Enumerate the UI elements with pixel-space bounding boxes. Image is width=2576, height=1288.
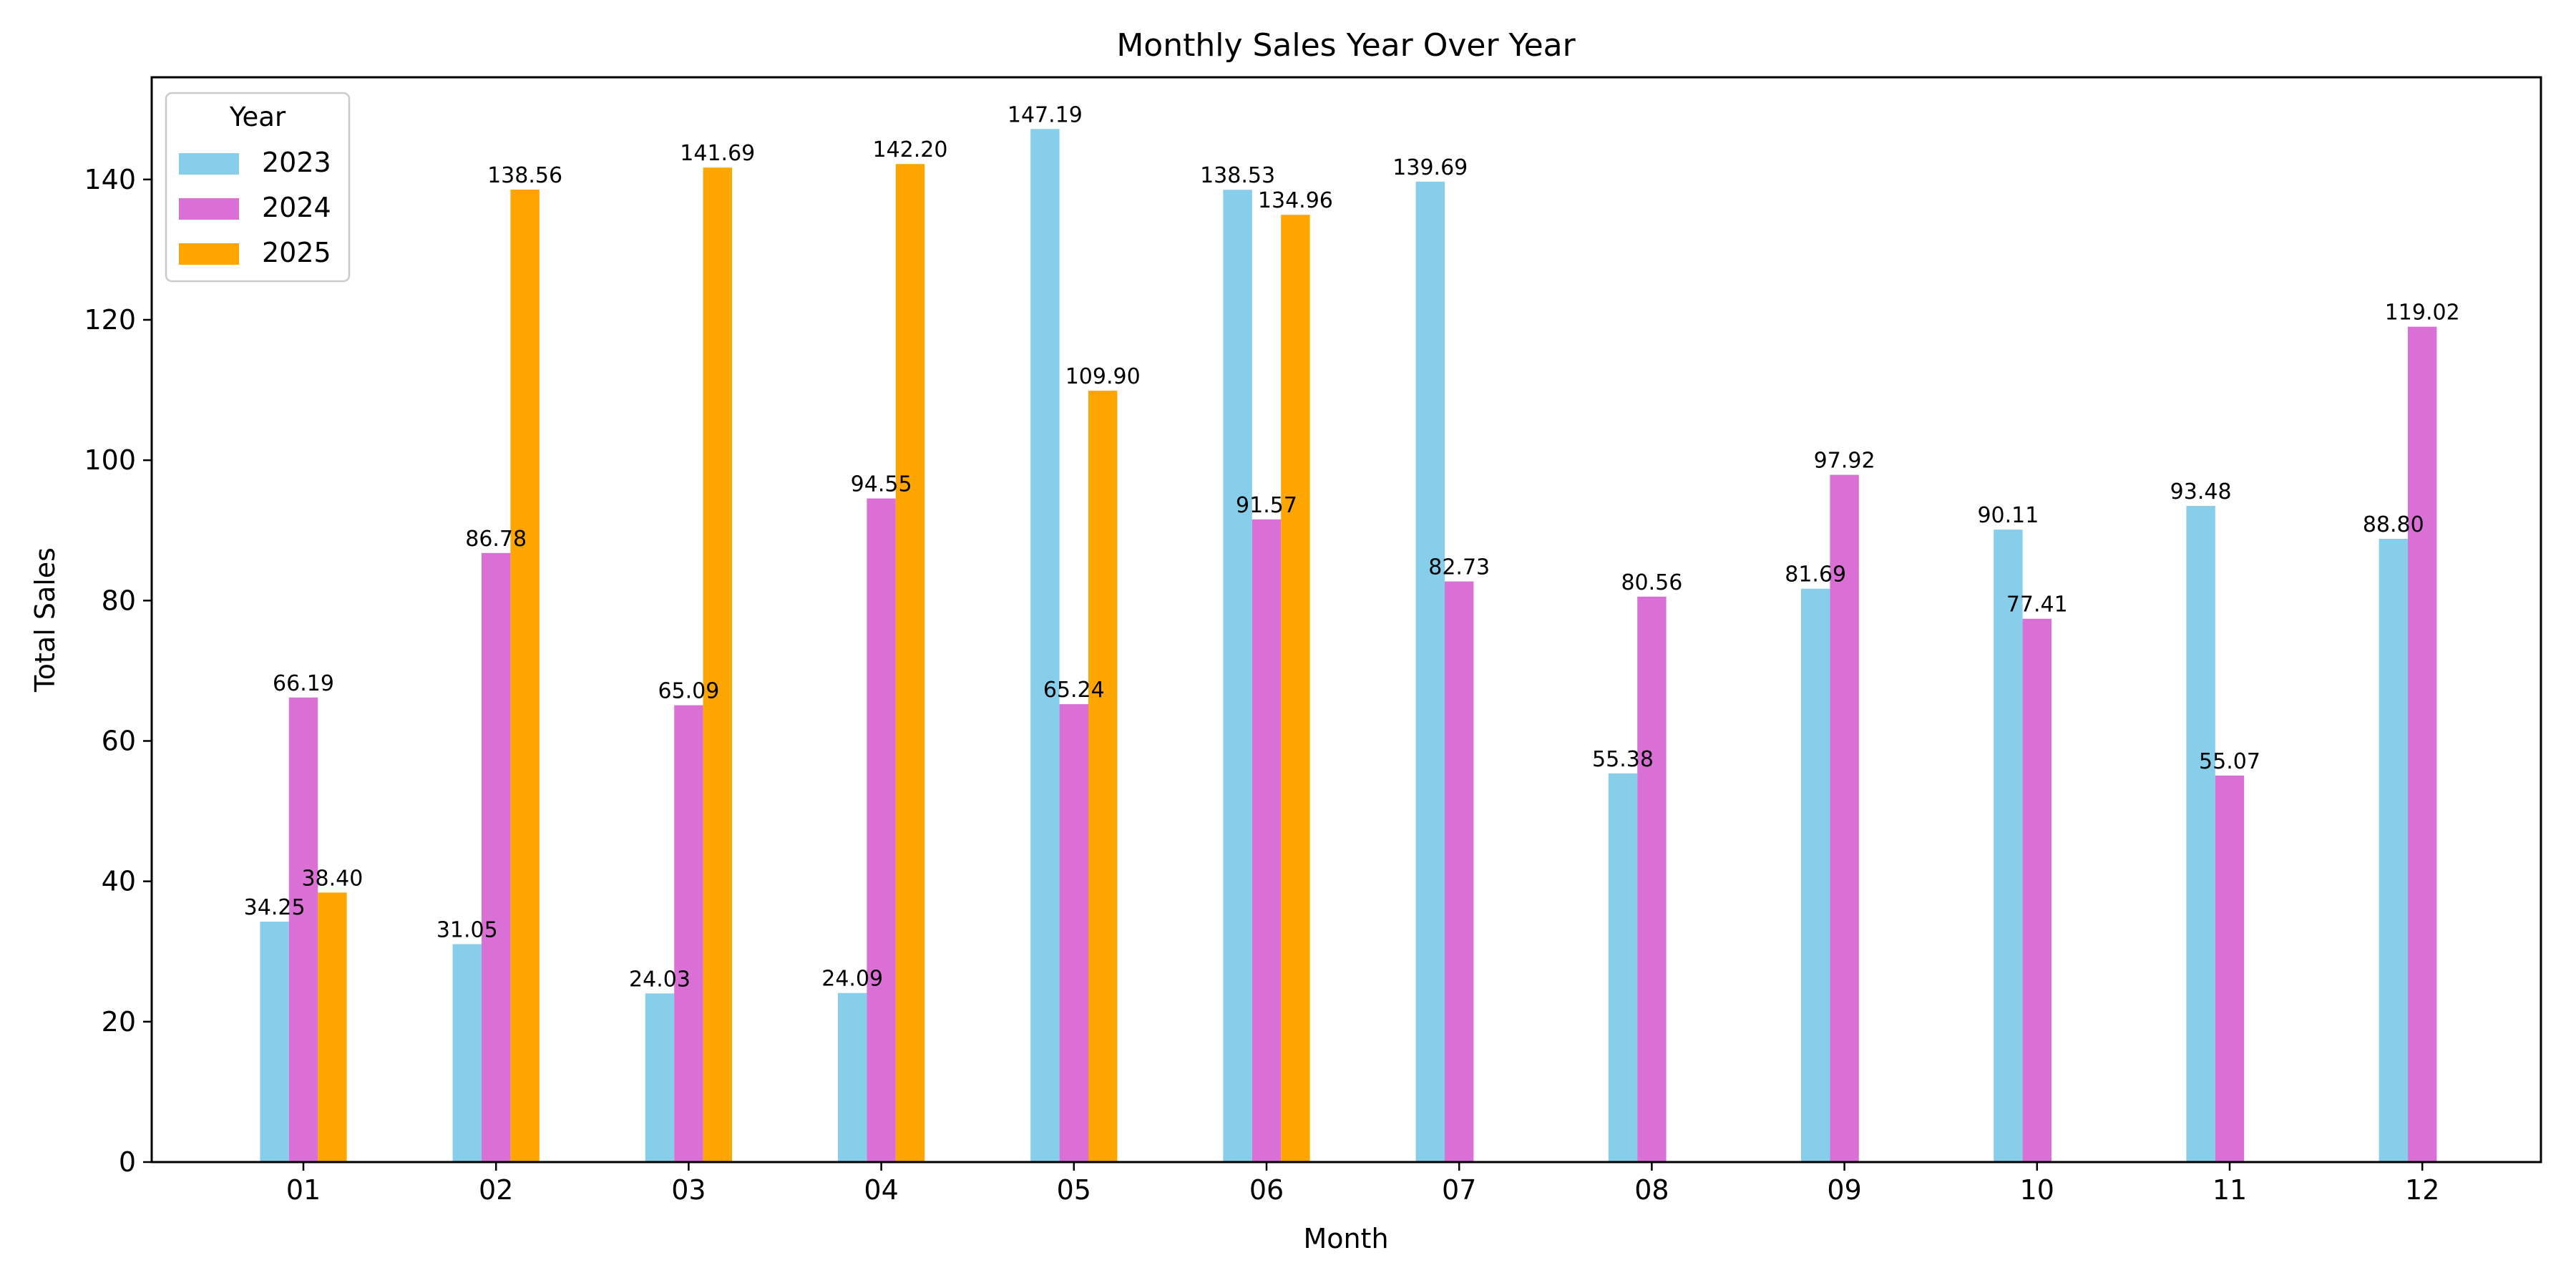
y-tick-label-120: 120	[84, 304, 136, 336]
bar-2023-09	[1801, 588, 1830, 1162]
data-label-2025-05: 109.90	[1065, 364, 1141, 389]
data-label-2024-04: 94.55	[851, 472, 912, 497]
data-label-2023-10: 90.11	[1977, 503, 2039, 528]
data-label-2023-08: 55.38	[1592, 747, 1654, 772]
data-label-2024-11: 55.07	[2199, 749, 2260, 774]
data-label-2025-06: 134.96	[1258, 188, 1333, 213]
data-label-2025-01: 38.40	[301, 866, 363, 891]
bar-2025-03	[703, 167, 732, 1163]
y-tick-label-40: 40	[102, 866, 136, 897]
data-label-2023-01: 34.25	[244, 895, 306, 920]
x-tick-label-01: 01	[286, 1174, 321, 1206]
data-label-2024-01: 66.19	[273, 671, 334, 696]
data-label-2023-07: 139.69	[1392, 155, 1468, 180]
data-label-2023-02: 31.05	[436, 917, 498, 942]
data-label-2023-11: 93.48	[2170, 479, 2232, 504]
bar-2023-12	[2379, 539, 2408, 1162]
bar-2023-03	[645, 993, 675, 1162]
bars-group	[260, 129, 2437, 1163]
data-label-2025-03: 141.69	[680, 141, 755, 166]
data-label-2024-10: 77.41	[2006, 592, 2068, 618]
bar-2023-02	[452, 944, 482, 1162]
legend-frame	[165, 92, 351, 283]
bar-2023-06	[1223, 190, 1252, 1162]
bar-2024-04	[867, 498, 896, 1162]
bar-2024-11	[2215, 775, 2245, 1162]
data-label-2024-03: 65.09	[658, 679, 719, 704]
bar-2023-08	[1608, 773, 1638, 1162]
bar-2024-02	[482, 552, 511, 1162]
legend-items: 2023 2024 2025	[179, 147, 331, 268]
data-label-2023-05: 147.19	[1008, 102, 1083, 127]
chart-title: Monthly Sales Year Over Year	[1116, 27, 1576, 64]
data-label-2023-04: 24.09	[821, 967, 883, 992]
legend: Year 2023 2024 2025	[165, 92, 351, 283]
bar-2025-01	[318, 892, 347, 1162]
bar-2025-02	[510, 189, 540, 1163]
bar-2023-05	[1030, 129, 1060, 1162]
data-label-2024-09: 97.92	[1814, 449, 1875, 474]
bar-2025-06	[1281, 215, 1310, 1163]
plot-area-frame	[150, 76, 2542, 1163]
bar-2024-09	[1830, 474, 1859, 1162]
x-tick-label-06: 06	[1249, 1174, 1284, 1206]
y-axis: 0 20 40 60 80 100 120 140	[84, 164, 152, 1178]
data-label-2023-06: 138.53	[1200, 163, 1275, 188]
y-tick-label-140: 140	[84, 164, 136, 195]
x-tick-label-04: 04	[864, 1174, 898, 1206]
x-tick-label-11: 11	[2212, 1174, 2247, 1206]
legend-swatch-2025	[179, 243, 239, 265]
x-tick-label-07: 07	[1442, 1174, 1476, 1206]
y-tick-label-80: 80	[102, 585, 136, 616]
y-tick-label-100: 100	[84, 444, 136, 476]
bar-2023-10	[1994, 530, 2023, 1162]
data-label-2025-02: 138.56	[487, 163, 562, 188]
y-axis-label: Total Sales	[29, 547, 61, 693]
bar-2024-08	[1637, 596, 1667, 1162]
x-tick-label-08: 08	[1634, 1174, 1669, 1206]
y-tick-label-0: 0	[119, 1146, 136, 1178]
bar-2023-11	[2186, 506, 2215, 1162]
data-label-2024-07: 82.73	[1428, 555, 1490, 580]
data-label-2024-05: 65.24	[1043, 678, 1105, 703]
data-label-2023-12: 88.80	[2363, 512, 2424, 537]
bar-2025-05	[1088, 391, 1118, 1162]
bar-2024-03	[674, 705, 703, 1162]
data-label-2024-06: 91.57	[1236, 493, 1297, 518]
y-tick-label-20: 20	[102, 1006, 136, 1038]
data-labels-group: 34.25 31.05 24.03 24.09 147.19 138.53 139.69 55…	[244, 102, 2460, 992]
legend-label-2025: 2025	[262, 237, 331, 268]
data-label-2024-08: 80.56	[1621, 570, 1682, 595]
bar-2025-04	[895, 164, 925, 1163]
bar-2024-07	[1445, 581, 1474, 1162]
x-axis-label: Month	[1303, 1223, 1388, 1254]
bar-2024-06	[1252, 519, 1282, 1162]
legend-title: Year	[229, 102, 286, 132]
data-label-2023-09: 81.69	[1785, 562, 1846, 587]
x-tick-label-09: 09	[1827, 1174, 1861, 1206]
bar-2023-01	[260, 922, 289, 1162]
x-tick-label-12: 12	[2405, 1174, 2439, 1206]
x-tick-label-10: 10	[2020, 1174, 2054, 1206]
legend-swatch-2024	[179, 198, 239, 220]
data-label-2023-03: 24.03	[629, 967, 691, 992]
bar-2024-12	[2408, 326, 2437, 1162]
x-tick-label-02: 02	[479, 1174, 513, 1206]
legend-swatch-2023	[179, 153, 239, 175]
legend-label-2024: 2024	[262, 192, 331, 223]
bar-2024-01	[288, 697, 318, 1162]
y-tick-label-60: 60	[102, 725, 136, 756]
x-tick-label-03: 03	[671, 1174, 706, 1206]
bar-2023-07	[1415, 181, 1445, 1163]
x-tick-label-05: 05	[1057, 1174, 1091, 1206]
data-label-2024-12: 119.02	[2385, 301, 2460, 326]
bar-2024-10	[2022, 618, 2051, 1162]
data-label-2024-02: 86.78	[465, 527, 527, 552]
bar-2023-04	[838, 992, 867, 1162]
x-axis: 01 02 03 04 05 06 07 08 09 10 11 12	[286, 1162, 2439, 1206]
legend-label-2023: 2023	[262, 147, 331, 178]
bar-2024-05	[1059, 704, 1088, 1162]
data-label-2025-04: 142.20	[873, 137, 948, 162]
